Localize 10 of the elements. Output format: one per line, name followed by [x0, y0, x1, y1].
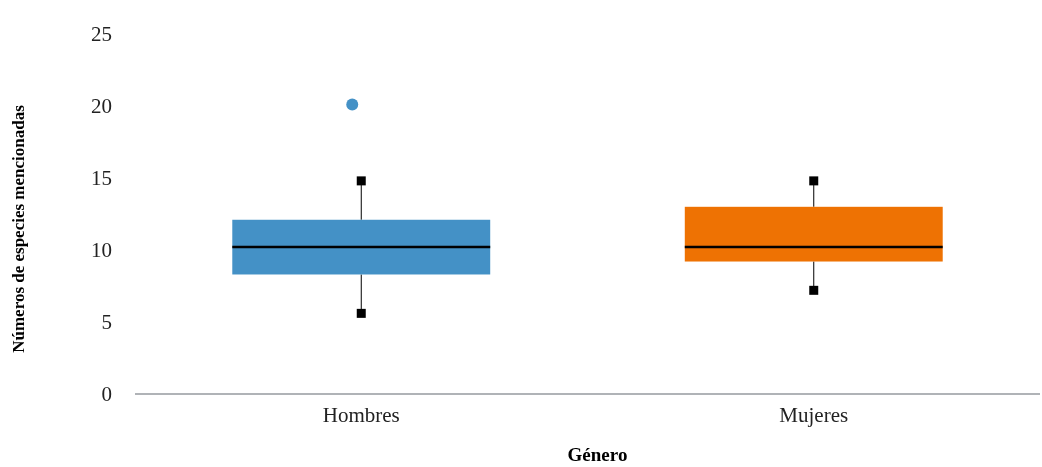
x-tick-label: Mujeres [779, 403, 849, 427]
y-tick-label: 20 [91, 94, 112, 119]
y-tick-label: 0 [101, 382, 112, 407]
y-tick-label: 15 [91, 166, 112, 191]
y-tick-label: 25 [91, 22, 112, 47]
x-tick-label: Hombres [322, 403, 400, 427]
y-tick-label: 5 [101, 310, 112, 335]
y-tick-label: 10 [91, 238, 112, 263]
y-axis-title: Números de especies mencionadas [9, 104, 28, 353]
x-axis-title: Género [567, 444, 628, 465]
